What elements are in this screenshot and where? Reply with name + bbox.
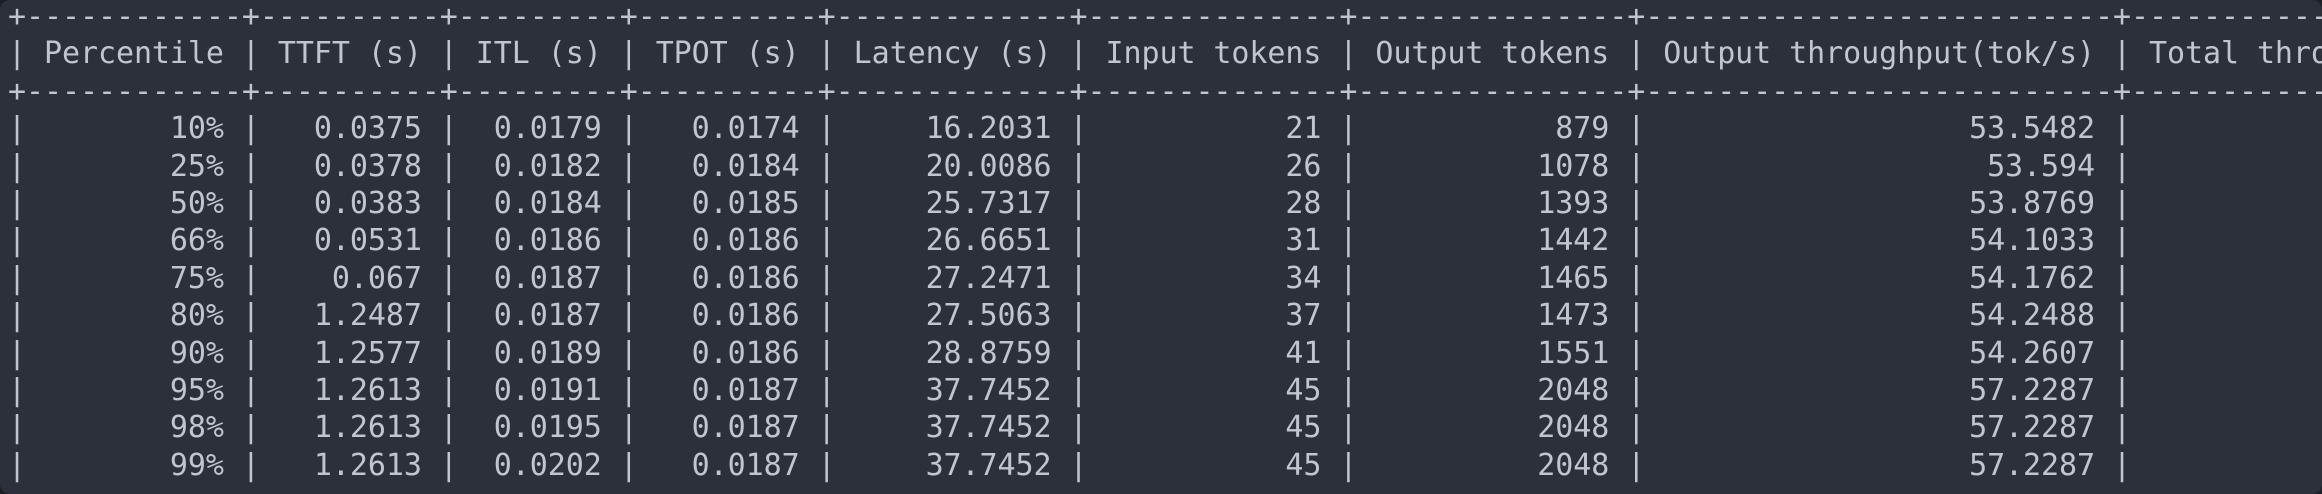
table-rule: +------------+----------+---------+-----… [8,0,2322,34]
table-row: | 95% | 1.2613 | 0.0191 | 0.0187 | 37.74… [8,372,2132,408]
table-row: | 75% | 0.067 | 0.0187 | 0.0186 | 27.247… [8,260,2132,296]
table-row: | 90% | 1.2577 | 0.0189 | 0.0186 | 28.87… [8,335,2132,371]
table-row: | 66% | 0.0531 | 0.0186 | 0.0186 | 26.66… [8,223,2132,259]
table-header-row: | Percentile | TTFT (s) | ITL (s) | TPOT… [8,36,2322,72]
table-row: | 50% | 0.0383 | 0.0184 | 0.0185 | 25.73… [8,185,2132,221]
table-row: | 25% | 0.0378 | 0.0182 | 0.0184 | 20.00… [8,148,2132,184]
table-row: | 80% | 1.2487 | 0.0187 | 0.0186 | 27.50… [8,298,2132,334]
benchmark-percentile-table: +------------+----------+---------+-----… [8,0,2322,494]
table-row: | 98% | 1.2613 | 0.0195 | 0.0187 | 37.74… [8,410,2132,446]
table-row: | 10% | 0.0375 | 0.0179 | 0.0174 | 16.20… [8,111,2132,147]
table-rule: +------------+----------+---------+-----… [8,484,2322,494]
table-row: | 99% | 1.2613 | 0.0202 | 0.0187 | 37.74… [8,447,2132,483]
table-rule: +------------+----------+---------+-----… [8,73,2322,109]
